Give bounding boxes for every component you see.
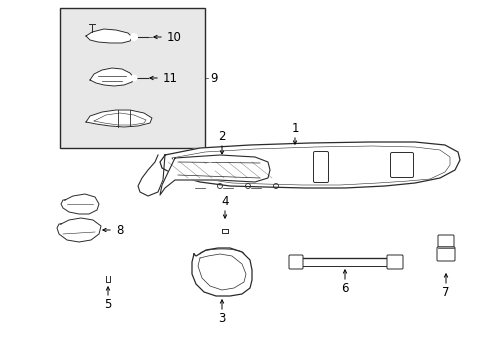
Polygon shape (192, 248, 251, 296)
Circle shape (204, 163, 215, 173)
Bar (60, 8, 204, 148)
FancyBboxPatch shape (436, 247, 454, 261)
Polygon shape (90, 68, 134, 86)
Text: 11: 11 (163, 72, 178, 85)
Text: 7: 7 (441, 286, 449, 299)
Polygon shape (138, 155, 164, 196)
Polygon shape (160, 155, 269, 195)
FancyBboxPatch shape (390, 153, 413, 177)
Text: 10: 10 (167, 31, 182, 44)
Polygon shape (57, 218, 101, 242)
Text: 3: 3 (218, 312, 225, 325)
Text: 4: 4 (221, 195, 228, 208)
Polygon shape (86, 29, 132, 43)
FancyBboxPatch shape (437, 235, 453, 247)
Polygon shape (86, 110, 152, 127)
Text: 8: 8 (116, 224, 123, 237)
Text: 5: 5 (104, 298, 111, 311)
Circle shape (131, 75, 137, 81)
Text: 6: 6 (341, 282, 348, 295)
Text: 2: 2 (218, 130, 225, 143)
Polygon shape (160, 142, 459, 188)
Text: 1: 1 (291, 122, 298, 135)
Text: 9: 9 (209, 72, 217, 85)
Circle shape (130, 33, 137, 41)
FancyBboxPatch shape (288, 255, 303, 269)
Circle shape (102, 264, 114, 276)
FancyBboxPatch shape (386, 255, 402, 269)
Polygon shape (61, 194, 99, 214)
Ellipse shape (220, 221, 229, 229)
FancyBboxPatch shape (313, 152, 328, 183)
